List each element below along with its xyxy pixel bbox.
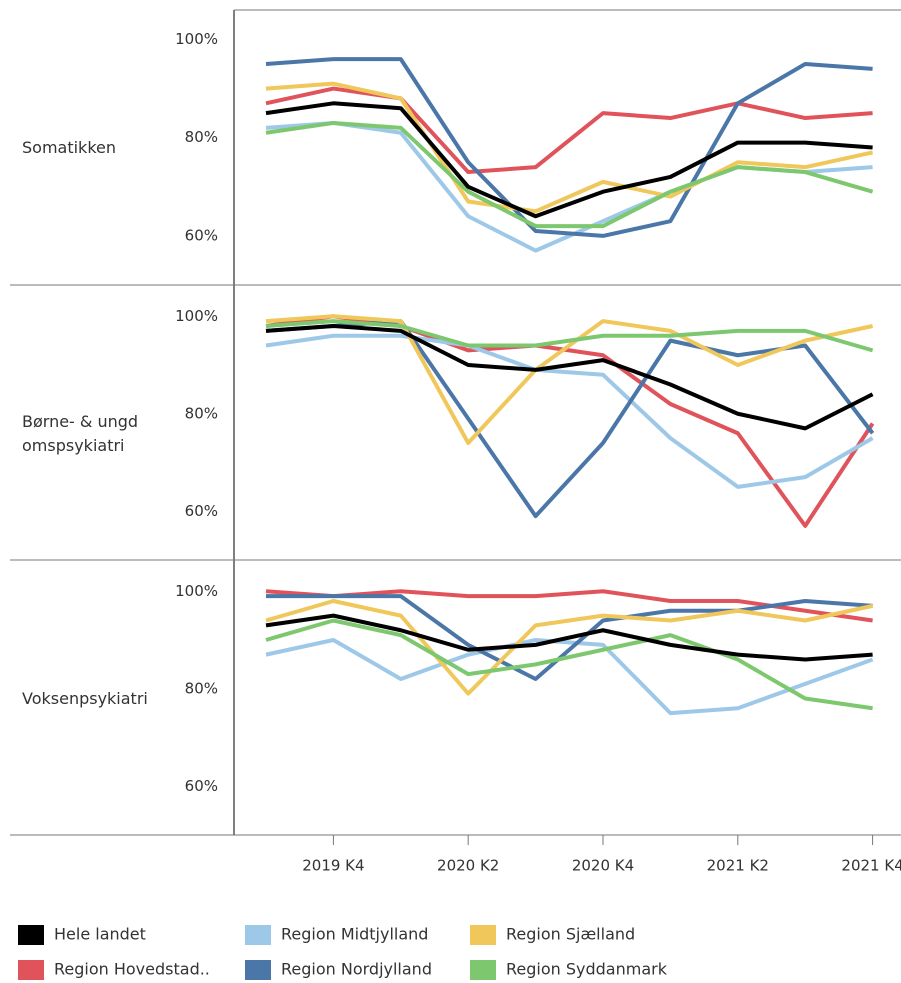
series-line xyxy=(265,618,873,711)
legend-swatch xyxy=(245,960,271,980)
x-tick-label: 2021 K4 xyxy=(841,857,901,875)
x-tick-label: 2020 K4 xyxy=(572,857,634,875)
legend-label: Hele landet xyxy=(54,925,146,944)
x-tick-label: 2019 K4 xyxy=(302,857,364,875)
y-tick-label: 60% xyxy=(185,502,218,520)
panel-title: Voksenpsykiatri xyxy=(22,688,148,708)
series-line xyxy=(265,324,874,431)
series-line xyxy=(265,599,874,696)
y-tick-label: 80% xyxy=(185,679,218,697)
y-tick-label: 100% xyxy=(175,307,218,325)
series-line xyxy=(265,57,873,238)
legend-label: Region Midtjylland xyxy=(281,925,428,944)
legend-swatch xyxy=(470,960,496,980)
series-line xyxy=(265,613,873,662)
legend-label: Region Syddanmark xyxy=(506,960,668,979)
series-line xyxy=(265,333,874,489)
legend-swatch xyxy=(470,925,496,945)
x-tick-label: 2021 K2 xyxy=(707,857,769,875)
y-tick-label: 100% xyxy=(175,582,218,600)
legend-swatch xyxy=(245,925,271,945)
y-tick-label: 60% xyxy=(185,777,218,795)
series-line xyxy=(265,120,874,229)
series-line xyxy=(265,314,875,528)
legend-label: Region Hovedstad.. xyxy=(54,960,210,979)
legend-label: Region Nordjylland xyxy=(281,960,432,979)
legend-swatch xyxy=(18,925,44,945)
series-line xyxy=(265,86,873,175)
series-line xyxy=(265,81,874,214)
series-line xyxy=(265,101,873,219)
panel-title: Børne- & ungd omspsykiatri xyxy=(22,411,139,455)
x-tick-label: 2020 K2 xyxy=(437,857,499,875)
series-line xyxy=(265,638,874,716)
series-line xyxy=(265,314,874,445)
y-tick-label: 80% xyxy=(185,404,218,422)
legend-label: Region Sjælland xyxy=(506,925,635,944)
series-line xyxy=(266,594,873,681)
y-tick-label: 80% xyxy=(185,128,218,146)
legend-swatch xyxy=(18,960,44,980)
y-tick-label: 60% xyxy=(185,226,218,244)
y-tick-label: 100% xyxy=(175,30,218,48)
panel-title: Somatikken xyxy=(22,137,116,157)
series-line xyxy=(265,319,874,353)
